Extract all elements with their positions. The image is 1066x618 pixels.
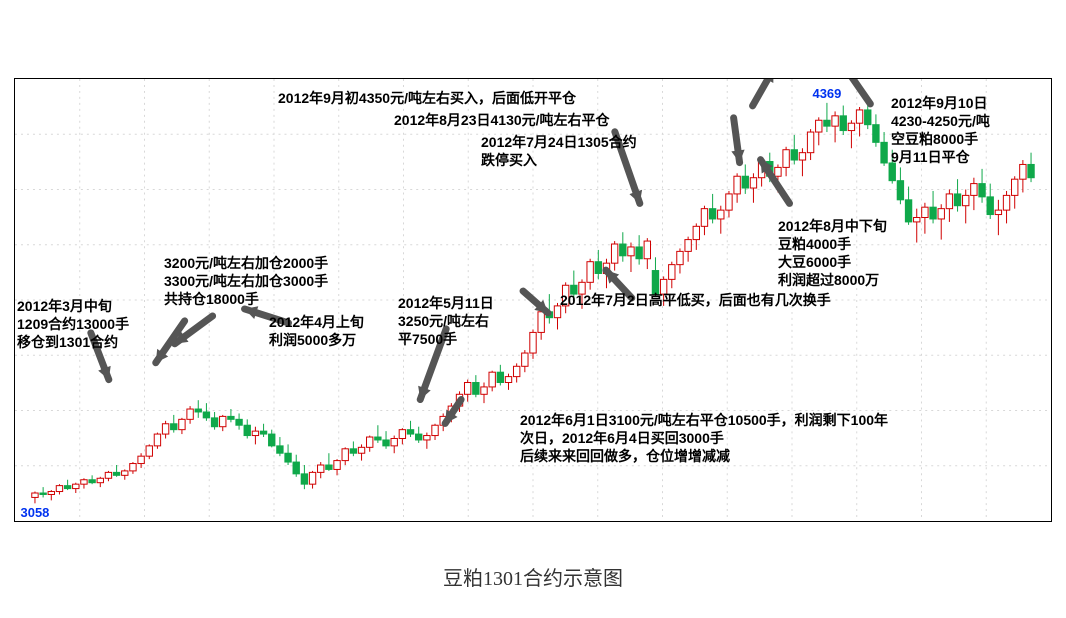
svg-text:4369: 4369 (813, 86, 842, 101)
svg-text:3058: 3058 (21, 505, 50, 520)
candlestick-chart: 3058 4369 (14, 78, 1052, 522)
chart-caption: 豆粕1301合约示意图 (0, 562, 1066, 591)
